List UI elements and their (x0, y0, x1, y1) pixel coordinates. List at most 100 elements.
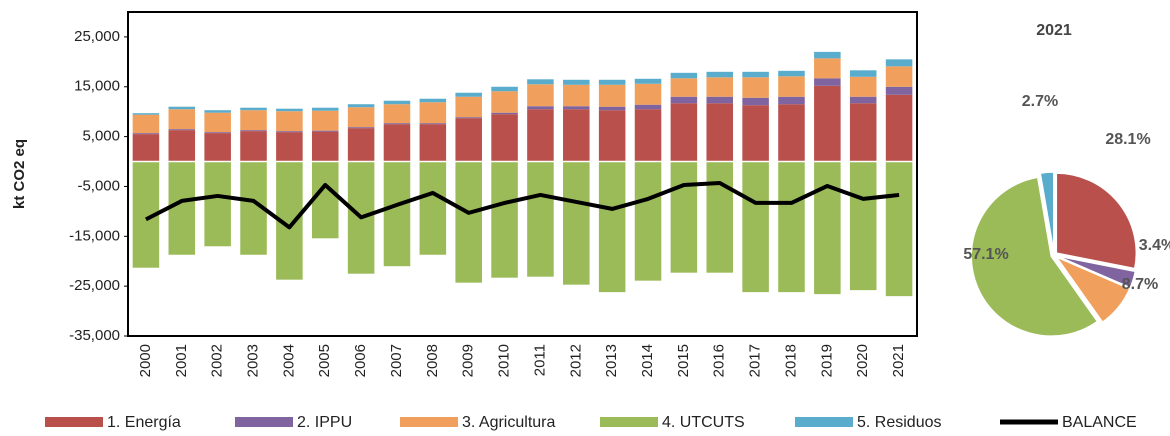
bar-segment (347, 104, 375, 108)
bar-segment (168, 161, 196, 255)
bar-segment (849, 76, 877, 97)
pie-label: 3.4% (1139, 237, 1170, 254)
bar-segment (885, 86, 913, 95)
x-tick-label: 2010 (496, 344, 513, 377)
bar-segment (563, 84, 590, 107)
bar-segment (455, 117, 482, 119)
y-tick-label: -25,000 (69, 277, 120, 294)
bar-segment (670, 72, 698, 79)
bar-segment (634, 104, 662, 110)
x-tick-label: 2002 (209, 344, 226, 377)
bar-segment (814, 161, 841, 295)
bar-segment (491, 161, 518, 278)
bar-segment (598, 110, 626, 162)
bar-segment (778, 104, 805, 162)
bar-segment (491, 112, 518, 115)
bar-segment (204, 132, 231, 134)
legend-label: 1. Energía (107, 414, 181, 431)
x-tick-label: 2019 (818, 344, 835, 377)
bar-segment (634, 83, 662, 105)
pie-slice (970, 176, 1099, 337)
bar-segment (491, 86, 518, 92)
y-tick-label: 25,000 (74, 28, 120, 45)
bar-segment (455, 92, 482, 97)
bar-segment (311, 161, 339, 239)
pie-title: 2021 (1036, 22, 1072, 39)
bar-segment (168, 109, 196, 130)
x-tick-label: 2014 (639, 344, 656, 377)
pie-slice (1056, 255, 1137, 289)
bar-segment (527, 109, 554, 162)
y-axis-title: kt CO2 eq (11, 139, 28, 209)
pie-slice (1039, 171, 1055, 253)
bar-segment (455, 118, 482, 162)
bar-segment (276, 111, 303, 132)
bar-segment (491, 91, 518, 113)
bar-segment (276, 131, 303, 133)
x-tick-label: 2011 (531, 344, 548, 376)
bar-segment (527, 84, 554, 107)
bar-segment (563, 106, 590, 110)
bar-segment (706, 103, 734, 162)
bar-segment (778, 161, 805, 293)
bar-segment (885, 94, 913, 162)
bar-segment (742, 105, 769, 162)
bar-segment (742, 97, 769, 106)
bar-segment (419, 98, 447, 103)
legend-label: 3. Agricultura (462, 414, 555, 431)
bar-segment (814, 78, 841, 86)
bar-segment (240, 131, 267, 162)
bar-segment (311, 131, 339, 162)
bar-segment (347, 127, 375, 129)
x-tick-label: 2020 (854, 344, 871, 377)
y-tick-label: -5,000 (77, 177, 120, 194)
bar-segment (455, 96, 482, 118)
bar-segment (204, 161, 231, 247)
bar-segment (311, 110, 339, 131)
bar-segment (885, 66, 913, 87)
bar-segment (598, 79, 626, 85)
bar-segment (527, 161, 554, 277)
bar-segment (168, 129, 196, 131)
bar-segment (491, 114, 518, 162)
x-tick-label: 2006 (352, 344, 369, 377)
y-tick-label: 5,000 (82, 128, 120, 145)
y-tick-label: 15,000 (74, 78, 120, 95)
legend-label: 5. Residuos (857, 414, 942, 431)
bar-segment (527, 79, 554, 85)
y-tick-label: -35,000 (69, 327, 120, 344)
bar-segment (670, 103, 698, 162)
bar-segment (670, 161, 698, 273)
bar-segment (670, 78, 698, 97)
bar-segment (598, 106, 626, 111)
bar-segment (849, 70, 877, 77)
pie-label: 2.7% (1022, 93, 1058, 110)
bar-segment (814, 51, 841, 59)
bar-segment (240, 130, 267, 132)
pie-slice (1054, 255, 1131, 324)
bar-segment (132, 133, 160, 135)
pie-label: 57.1% (963, 246, 1008, 263)
plot-frame (127, 11, 918, 337)
x-tick-label: 2015 (675, 344, 692, 377)
pie-label: 8.7% (1122, 276, 1158, 293)
bar-segment (706, 77, 734, 97)
bar-segment (240, 107, 267, 111)
bar-segment (885, 59, 913, 67)
x-tick-label: 2001 (173, 344, 190, 377)
bar-segment (132, 113, 160, 115)
bar-segment (419, 123, 447, 125)
bar-segment (527, 106, 554, 110)
bar-segment (311, 130, 339, 132)
bar-segment (204, 133, 231, 162)
bar-segment (383, 100, 411, 105)
bar-segment (419, 102, 447, 124)
bar-segment (347, 128, 375, 162)
bar-segment (455, 161, 482, 283)
legend-swatch (600, 417, 658, 427)
bar-segment (778, 70, 805, 77)
x-tick-label: 2016 (711, 344, 728, 377)
bar-segment (598, 84, 626, 107)
bar-segment (778, 76, 805, 97)
